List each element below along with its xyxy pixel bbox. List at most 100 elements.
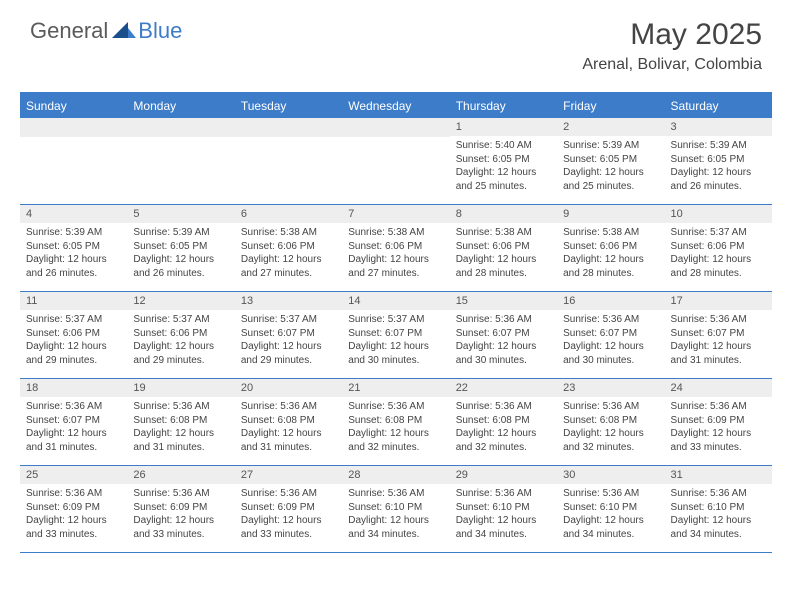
sunset-text: Sunset: 6:05 PM — [563, 153, 658, 167]
day-body: Sunrise: 5:36 AMSunset: 6:10 PMDaylight:… — [450, 484, 557, 545]
daylight-text: Daylight: 12 hours and 29 minutes. — [241, 340, 336, 367]
sunset-text: Sunset: 6:10 PM — [671, 501, 766, 515]
daylight-text: Daylight: 12 hours and 28 minutes. — [671, 253, 766, 280]
day-number — [342, 118, 449, 137]
calendar-day: 10Sunrise: 5:37 AMSunset: 6:06 PMDayligh… — [665, 205, 772, 291]
day-body: Sunrise: 5:38 AMSunset: 6:06 PMDaylight:… — [235, 223, 342, 284]
day-number: 31 — [665, 466, 772, 484]
daylight-text: Daylight: 12 hours and 33 minutes. — [133, 514, 228, 541]
day-number: 10 — [665, 205, 772, 223]
location: Arenal, Bolivar, Colombia — [582, 56, 762, 74]
brand-blue: Blue — [138, 18, 182, 44]
daylight-text: Daylight: 12 hours and 31 minutes. — [26, 427, 121, 454]
sunset-text: Sunset: 6:08 PM — [456, 414, 551, 428]
day-body: Sunrise: 5:36 AMSunset: 6:09 PMDaylight:… — [235, 484, 342, 545]
calendar-day: 6Sunrise: 5:38 AMSunset: 6:06 PMDaylight… — [235, 205, 342, 291]
sunset-text: Sunset: 6:07 PM — [671, 327, 766, 341]
day-body — [127, 137, 234, 197]
sunset-text: Sunset: 6:07 PM — [563, 327, 658, 341]
calendar-day: 27Sunrise: 5:36 AMSunset: 6:09 PMDayligh… — [235, 466, 342, 552]
sunrise-text: Sunrise: 5:39 AM — [671, 139, 766, 153]
daylight-text: Daylight: 12 hours and 26 minutes. — [133, 253, 228, 280]
sunrise-text: Sunrise: 5:36 AM — [456, 400, 551, 414]
dow-header: Sunday — [20, 94, 127, 118]
sunset-text: Sunset: 6:06 PM — [348, 240, 443, 254]
day-body: Sunrise: 5:36 AMSunset: 6:07 PMDaylight:… — [450, 310, 557, 371]
dow-header: Tuesday — [235, 94, 342, 118]
calendar-week: 25Sunrise: 5:36 AMSunset: 6:09 PMDayligh… — [20, 466, 772, 553]
sunrise-text: Sunrise: 5:36 AM — [348, 400, 443, 414]
day-body: Sunrise: 5:39 AMSunset: 6:05 PMDaylight:… — [127, 223, 234, 284]
daylight-text: Daylight: 12 hours and 34 minutes. — [348, 514, 443, 541]
calendar-day: 2Sunrise: 5:39 AMSunset: 6:05 PMDaylight… — [557, 118, 664, 204]
daylight-text: Daylight: 12 hours and 29 minutes. — [26, 340, 121, 367]
daylight-text: Daylight: 12 hours and 30 minutes. — [563, 340, 658, 367]
day-number: 26 — [127, 466, 234, 484]
day-body: Sunrise: 5:39 AMSunset: 6:05 PMDaylight:… — [557, 136, 664, 197]
calendar-day: 30Sunrise: 5:36 AMSunset: 6:10 PMDayligh… — [557, 466, 664, 552]
sunset-text: Sunset: 6:10 PM — [348, 501, 443, 515]
daylight-text: Daylight: 12 hours and 34 minutes. — [671, 514, 766, 541]
day-body: Sunrise: 5:37 AMSunset: 6:07 PMDaylight:… — [235, 310, 342, 371]
calendar-day: 22Sunrise: 5:36 AMSunset: 6:08 PMDayligh… — [450, 379, 557, 465]
day-number: 7 — [342, 205, 449, 223]
sunrise-text: Sunrise: 5:36 AM — [241, 487, 336, 501]
brand-logo: General Blue — [30, 18, 182, 44]
daylight-text: Daylight: 12 hours and 32 minutes. — [348, 427, 443, 454]
calendar-week: 4Sunrise: 5:39 AMSunset: 6:05 PMDaylight… — [20, 205, 772, 292]
day-number: 23 — [557, 379, 664, 397]
daylight-text: Daylight: 12 hours and 26 minutes. — [26, 253, 121, 280]
sunset-text: Sunset: 6:05 PM — [133, 240, 228, 254]
day-body: Sunrise: 5:38 AMSunset: 6:06 PMDaylight:… — [450, 223, 557, 284]
sunrise-text: Sunrise: 5:36 AM — [671, 487, 766, 501]
sunset-text: Sunset: 6:09 PM — [671, 414, 766, 428]
calendar-week: 18Sunrise: 5:36 AMSunset: 6:07 PMDayligh… — [20, 379, 772, 466]
calendar-day: 5Sunrise: 5:39 AMSunset: 6:05 PMDaylight… — [127, 205, 234, 291]
sunrise-text: Sunrise: 5:37 AM — [671, 226, 766, 240]
sunset-text: Sunset: 6:06 PM — [26, 327, 121, 341]
brand-triangle-icon — [112, 20, 136, 43]
day-body: Sunrise: 5:38 AMSunset: 6:06 PMDaylight:… — [557, 223, 664, 284]
day-body — [20, 137, 127, 197]
day-number: 29 — [450, 466, 557, 484]
daylight-text: Daylight: 12 hours and 31 minutes. — [133, 427, 228, 454]
sunrise-text: Sunrise: 5:38 AM — [563, 226, 658, 240]
day-body: Sunrise: 5:36 AMSunset: 6:09 PMDaylight:… — [665, 397, 772, 458]
sunrise-text: Sunrise: 5:38 AM — [348, 226, 443, 240]
sunset-text: Sunset: 6:08 PM — [563, 414, 658, 428]
sunrise-text: Sunrise: 5:36 AM — [671, 313, 766, 327]
sunset-text: Sunset: 6:06 PM — [456, 240, 551, 254]
sunrise-text: Sunrise: 5:36 AM — [563, 487, 658, 501]
sunset-text: Sunset: 6:08 PM — [133, 414, 228, 428]
calendar-day: 28Sunrise: 5:36 AMSunset: 6:10 PMDayligh… — [342, 466, 449, 552]
sunrise-text: Sunrise: 5:39 AM — [26, 226, 121, 240]
day-number: 18 — [20, 379, 127, 397]
calendar-body: 1Sunrise: 5:40 AMSunset: 6:05 PMDaylight… — [20, 118, 772, 553]
sunrise-text: Sunrise: 5:36 AM — [348, 487, 443, 501]
sunset-text: Sunset: 6:05 PM — [456, 153, 551, 167]
calendar-day: 13Sunrise: 5:37 AMSunset: 6:07 PMDayligh… — [235, 292, 342, 378]
sunrise-text: Sunrise: 5:38 AM — [241, 226, 336, 240]
sunrise-text: Sunrise: 5:39 AM — [133, 226, 228, 240]
sunrise-text: Sunrise: 5:36 AM — [671, 400, 766, 414]
calendar-day: 3Sunrise: 5:39 AMSunset: 6:05 PMDaylight… — [665, 118, 772, 204]
daylight-text: Daylight: 12 hours and 33 minutes. — [241, 514, 336, 541]
dow-header-row: SundayMondayTuesdayWednesdayThursdayFrid… — [20, 94, 772, 118]
day-number: 22 — [450, 379, 557, 397]
sunrise-text: Sunrise: 5:39 AM — [563, 139, 658, 153]
calendar-day: 19Sunrise: 5:36 AMSunset: 6:08 PMDayligh… — [127, 379, 234, 465]
day-number: 4 — [20, 205, 127, 223]
day-body: Sunrise: 5:36 AMSunset: 6:10 PMDaylight:… — [665, 484, 772, 545]
sunset-text: Sunset: 6:05 PM — [26, 240, 121, 254]
sunrise-text: Sunrise: 5:36 AM — [456, 313, 551, 327]
calendar-day — [342, 118, 449, 204]
daylight-text: Daylight: 12 hours and 32 minutes. — [563, 427, 658, 454]
sunrise-text: Sunrise: 5:37 AM — [241, 313, 336, 327]
dow-header: Wednesday — [342, 94, 449, 118]
calendar: SundayMondayTuesdayWednesdayThursdayFrid… — [20, 92, 772, 553]
day-number: 16 — [557, 292, 664, 310]
day-body: Sunrise: 5:36 AMSunset: 6:07 PMDaylight:… — [665, 310, 772, 371]
sunset-text: Sunset: 6:07 PM — [26, 414, 121, 428]
calendar-day: 11Sunrise: 5:37 AMSunset: 6:06 PMDayligh… — [20, 292, 127, 378]
daylight-text: Daylight: 12 hours and 28 minutes. — [456, 253, 551, 280]
